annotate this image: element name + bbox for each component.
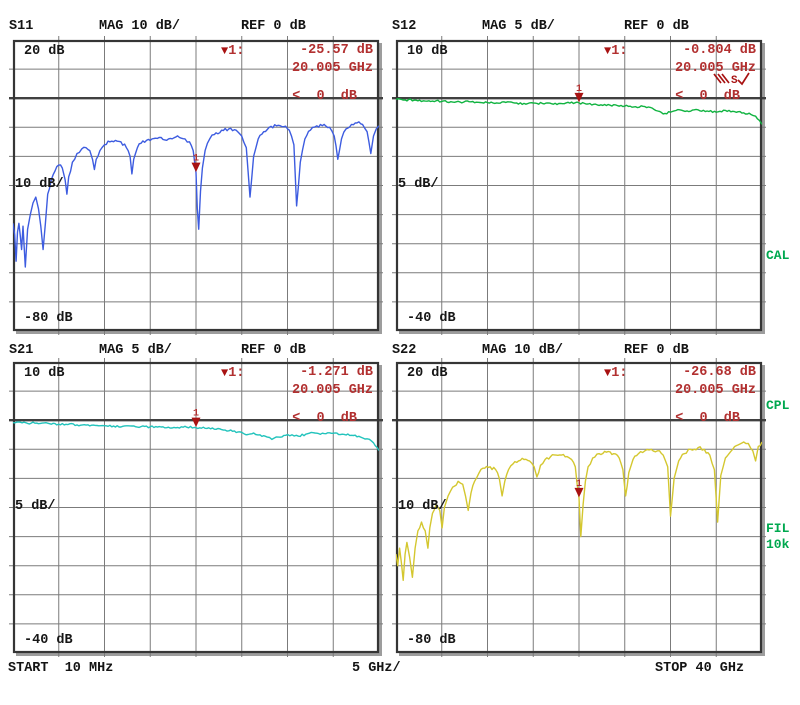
s12-marker-number: 1 xyxy=(576,84,582,95)
s11-marker-readout: ▼1: -25.57 dB 20.005 GHz xyxy=(221,43,373,77)
s11-ref-label: REF 0 dB xyxy=(241,19,306,34)
s12-bottom-scale: -40 dB xyxy=(407,311,456,326)
cal-annunciator: CAL xyxy=(766,248,790,263)
s11-param-label: S11 xyxy=(9,19,34,34)
s21-grid-and-trace: 1 xyxy=(9,358,383,657)
s22-refline-label: < 0 dB xyxy=(675,411,740,426)
s21-bottom-scale: -40 dB xyxy=(24,633,73,648)
s11-trace xyxy=(13,121,379,268)
s12-header: S12 MAG 5 dB/ REF 0 dB xyxy=(392,19,764,36)
marker-value: -0.804 dB xyxy=(683,43,756,58)
s12-marker-icon[interactable] xyxy=(574,92,584,103)
s21-param-label: S21 xyxy=(9,343,34,358)
fil-value-annunciator: 10k xyxy=(766,537,790,552)
s22-top-scale: 20 dB xyxy=(407,366,448,381)
marker-id: 1: xyxy=(611,44,628,59)
s21-top-scale: 10 dB xyxy=(24,366,65,381)
s12-marker-readout: ▼1: -0.804 dB 20.005 GHz xyxy=(604,43,756,77)
s22-header: S22 MAG 10 dB/ REF 0 dB xyxy=(392,343,764,360)
s21-scale-label: MAG 5 dB/ xyxy=(99,343,172,358)
marker-frequency: 20.005 GHz xyxy=(291,61,373,76)
stop-frequency-label: STOP 40 GHz xyxy=(655,661,745,676)
s22-param-label: S22 xyxy=(392,343,417,358)
s22-trace xyxy=(396,441,762,581)
s22-plot[interactable]: 1 20 dB 10 dB/ -80 dB < 0 dB ▼1: -26.68 d… xyxy=(392,358,766,657)
marker-value: -1.271 dB xyxy=(300,365,373,380)
marker-triangle-icon: ▼ xyxy=(221,44,229,58)
s12-plot[interactable]: 1 10 dB 5 dB/ -40 dB < 0 dB ▼1: -0.804 dB… xyxy=(392,36,766,335)
marker-frequency: 20.005 GHz xyxy=(674,61,756,76)
s12-grid-and-trace: 1 xyxy=(392,36,766,335)
s12-scale-label: MAG 5 dB/ xyxy=(482,19,555,34)
s21-plot[interactable]: 1 10 dB 5 dB/ -40 dB < 0 dB ▼1: -1.271 dB… xyxy=(9,358,383,657)
s11-perdiv-scale: 10 dB/ xyxy=(15,177,64,192)
per-division-label: 5 GHz/ xyxy=(352,661,401,676)
s12-perdiv-scale: 5 dB/ xyxy=(398,177,439,192)
s11-grid-and-trace: 1 xyxy=(9,36,383,335)
s11-plot[interactable]: 1 20 dB 10 dB/ -80 dB < 0 dB ▼1: -25.57 d… xyxy=(9,36,383,335)
s12-top-scale: 10 dB xyxy=(407,44,448,59)
s22-marker-readout: ▼1: -26.68 dB 20.005 GHz xyxy=(604,365,756,399)
s21-perdiv-scale: 5 dB/ xyxy=(15,499,56,514)
s11-header: S11 MAG 10 dB/ REF 0 dB xyxy=(9,19,381,36)
s11-marker-icon[interactable] xyxy=(191,162,201,173)
s12-param-label: S12 xyxy=(392,19,417,34)
s22-bottom-scale: -80 dB xyxy=(407,633,456,648)
marker-value: -25.57 dB xyxy=(300,43,373,58)
marker-id: 1: xyxy=(611,366,628,381)
s22-ref-label: REF 0 dB xyxy=(624,343,689,358)
s12-trace xyxy=(396,98,762,125)
s21-trace xyxy=(13,421,379,451)
s11-bottom-scale: -80 dB xyxy=(24,311,73,326)
s21-header: S21 MAG 5 dB/ REF 0 dB xyxy=(9,343,381,360)
marker-triangle-icon: ▼ xyxy=(221,366,229,380)
marker-id: 1: xyxy=(228,44,245,59)
s22-perdiv-scale: 10 dB/ xyxy=(398,499,447,514)
smoothing-indicator-icon: S xyxy=(713,72,750,87)
s22-marker-icon[interactable] xyxy=(574,487,584,498)
s22-grid-and-trace: 1 xyxy=(392,358,766,657)
cpl-annunciator: CPL xyxy=(766,398,790,413)
svg-text:S: S xyxy=(731,75,738,87)
s12-refline-label: < 0 dB xyxy=(675,89,740,104)
marker-frequency: 20.005 GHz xyxy=(674,383,756,398)
s22-marker-number: 1 xyxy=(576,479,582,490)
s21-marker-readout: ▼1: -1.271 dB 20.005 GHz xyxy=(221,365,373,399)
marker-id: 1: xyxy=(228,366,245,381)
marker-value: -26.68 dB xyxy=(683,365,756,380)
s21-marker-number: 1 xyxy=(193,409,199,420)
marker-triangle-icon: ▼ xyxy=(604,44,612,58)
s11-scale-label: MAG 10 dB/ xyxy=(99,19,181,34)
start-frequency-label: START 10 MHz xyxy=(8,661,114,676)
s11-top-scale: 20 dB xyxy=(24,44,65,59)
s12-ref-label: REF 0 dB xyxy=(624,19,689,34)
marker-triangle-icon: ▼ xyxy=(604,366,612,380)
s22-scale-label: MAG 10 dB/ xyxy=(482,343,564,358)
s11-refline-label: < 0 dB xyxy=(292,89,357,104)
marker-frequency: 20.005 GHz xyxy=(291,383,373,398)
s21-marker-icon[interactable] xyxy=(191,417,201,428)
s21-ref-label: REF 0 dB xyxy=(241,343,306,358)
s11-marker-number: 1 xyxy=(193,154,199,165)
s21-refline-label: < 0 dB xyxy=(292,411,357,426)
fil-annunciator: FIL xyxy=(766,521,790,536)
